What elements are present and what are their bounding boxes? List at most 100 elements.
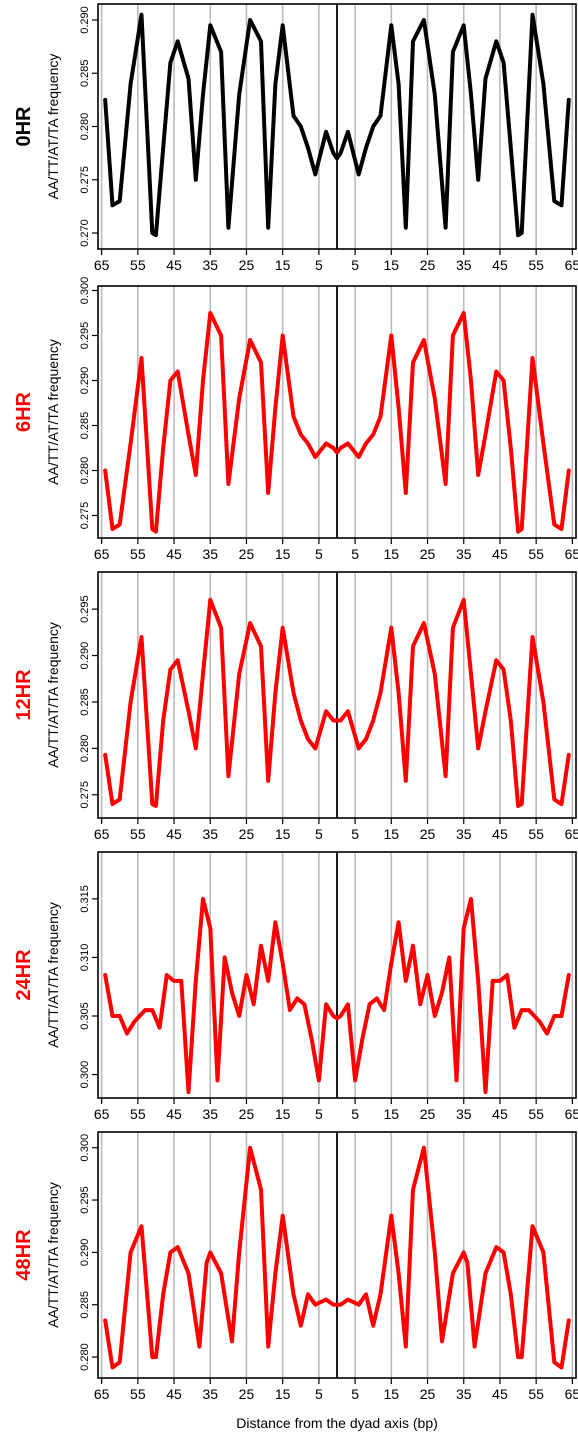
x-tick-label: 25 (420, 546, 436, 562)
y-axis-label: AA/TT/AT/TA frequency (45, 54, 61, 200)
x-tick-label: 5 (315, 1106, 323, 1122)
x-tick-label: 5 (351, 546, 359, 562)
y-tick-label: 0.285 (79, 59, 91, 87)
y-tick-label: 0.275 (79, 781, 91, 809)
x-tick-label: 15 (275, 1386, 291, 1402)
x-tick-label: 5 (315, 257, 323, 273)
x-tick-label: 15 (384, 546, 400, 562)
y-axis-label: AA/TT/AT/TA frequency (45, 339, 61, 485)
x-tick-label: 5 (351, 1386, 359, 1402)
x-tick-label: 25 (239, 826, 255, 842)
x-tick-label: 55 (528, 546, 544, 562)
x-tick-label: 45 (166, 1106, 182, 1122)
y-tick-label: 0.270 (79, 219, 91, 247)
y-tick-label: 0.285 (79, 1291, 91, 1319)
x-tick-label: 65 (565, 1386, 578, 1402)
x-tick-label: 55 (130, 1386, 146, 1402)
x-tick-label: 45 (166, 257, 182, 273)
series-line (103, 311, 571, 534)
x-tick-label: 15 (275, 257, 291, 273)
y-tick-label: 0.290 (79, 642, 91, 670)
x-tick-label: 35 (456, 257, 472, 273)
y-tick-label: 0.280 (79, 735, 91, 763)
x-tick-label: 25 (239, 1386, 255, 1402)
x-tick-label: 45 (166, 1386, 182, 1402)
x-tick-label: 25 (239, 1106, 255, 1122)
x-tick-label: 45 (492, 546, 508, 562)
y-axis-label: AA/TT/AT/TA frequency (45, 902, 61, 1048)
y-tick-label: 0.300 (79, 277, 91, 305)
y-axis-label: AA/TT/AT/TA frequency (45, 1182, 61, 1328)
x-tick-label: 55 (528, 826, 544, 842)
series-line (103, 597, 571, 808)
panel-12HR: 0.275 0.280 0.285 0.290 0.295 65 55 45 35 25 15 5 5 1… (13, 571, 578, 842)
x-tick-label: 25 (239, 257, 255, 273)
x-tick-label: 65 (94, 546, 110, 562)
x-tick-label: 65 (94, 1386, 110, 1402)
x-tick-label: 35 (202, 826, 218, 842)
x-tick-label: 25 (239, 546, 255, 562)
x-tick-label: 15 (384, 826, 400, 842)
x-tick-label: 65 (565, 257, 578, 273)
x-tick-label: 35 (456, 546, 472, 562)
x-tick-label: 25 (420, 1386, 436, 1402)
x-tick-label: 35 (202, 546, 218, 562)
x-tick-label: 25 (420, 257, 436, 273)
series-line (103, 1145, 571, 1370)
x-tick-label: 55 (130, 257, 146, 273)
x-tick-label: 45 (492, 826, 508, 842)
y-tick-label: 0.285 (79, 412, 91, 440)
x-tick-label: 35 (456, 1106, 472, 1122)
y-tick-label: 0.285 (79, 688, 91, 716)
y-tick-label: 0.300 (79, 1061, 91, 1089)
y-tick-label: 0.315 (79, 885, 91, 913)
x-tick-label: 45 (166, 826, 182, 842)
x-tick-label: 65 (565, 546, 578, 562)
x-tick-label: 65 (94, 257, 110, 273)
x-tick-label: 65 (565, 826, 578, 842)
x-tick-label: 5 (351, 1106, 359, 1122)
panel-label: 48HR (13, 1229, 35, 1281)
x-tick-label: 35 (202, 1106, 218, 1122)
plot-frame (97, 571, 577, 819)
y-tick-label: 0.290 (79, 1239, 91, 1267)
x-tick-label: 55 (528, 257, 544, 273)
x-tick-label: 25 (420, 826, 436, 842)
x-tick-label: 55 (130, 1106, 146, 1122)
x-tick-label: 55 (528, 1386, 544, 1402)
plot-frame (97, 285, 577, 539)
x-tick-label: 35 (456, 826, 472, 842)
x-axis-label: Distance from the dyad axis (bp) (236, 1415, 438, 1431)
y-tick-label: 0.310 (79, 944, 91, 972)
y-tick-label: 0.280 (79, 457, 91, 485)
x-tick-label: 15 (275, 826, 291, 842)
x-tick-label: 35 (202, 257, 218, 273)
panel-label: 24HR (13, 949, 35, 1001)
x-tick-label: 15 (384, 257, 400, 273)
panel-label: 12HR (13, 669, 35, 721)
y-tick-label: 0.295 (79, 322, 91, 350)
series-line (103, 12, 571, 238)
x-tick-label: 45 (492, 1386, 508, 1402)
y-tick-label: 0.295 (79, 595, 91, 623)
x-tick-label: 5 (351, 257, 359, 273)
y-tick-label: 0.275 (79, 166, 91, 194)
x-tick-label: 5 (315, 546, 323, 562)
x-tick-label: 15 (275, 546, 291, 562)
y-axis-label: AA/TT/AT/TA frequency (45, 622, 61, 768)
x-tick-label: 15 (384, 1386, 400, 1402)
x-tick-label: 35 (202, 1386, 218, 1402)
y-tick-label: 0.300 (79, 1134, 91, 1162)
y-tick-label: 0.280 (79, 1343, 91, 1371)
x-tick-label: 5 (315, 1386, 323, 1402)
x-tick-label: 55 (130, 826, 146, 842)
x-tick-label: 65 (565, 1106, 578, 1122)
x-tick-label: 25 (420, 1106, 436, 1122)
series-line (103, 896, 571, 1095)
